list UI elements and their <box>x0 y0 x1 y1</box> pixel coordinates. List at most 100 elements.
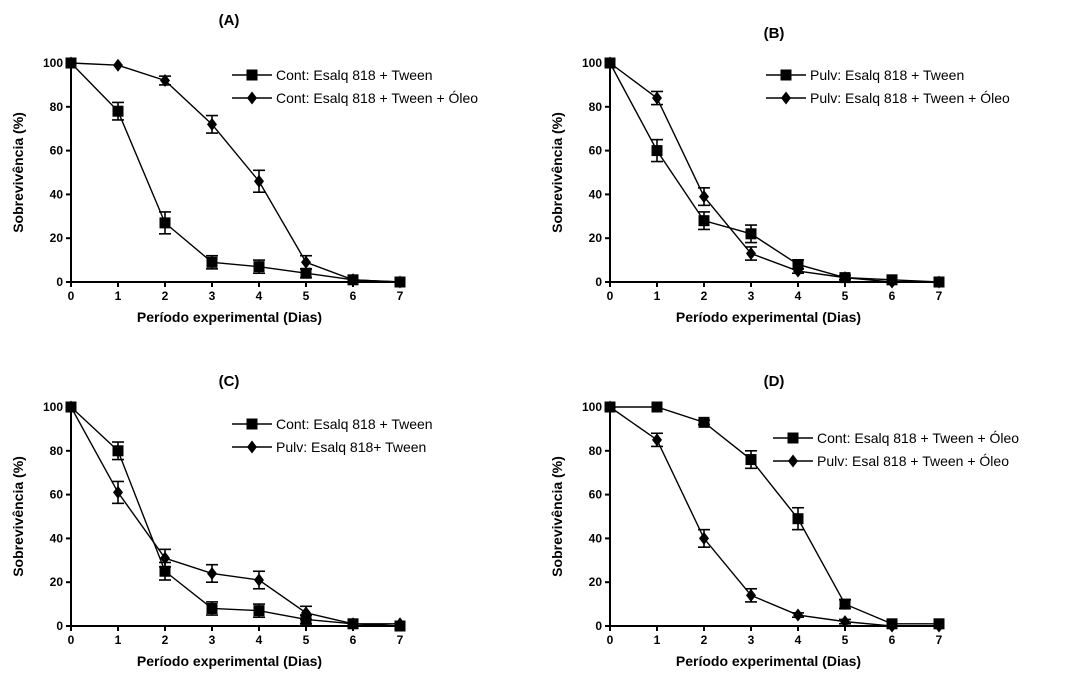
series-line <box>609 406 939 627</box>
chart-panel-c: (C) 0 1 2 3 4 5 6 7 0 20 40 60 80 100 Período experimen… <box>10 373 433 669</box>
x-tick-label: 2 <box>701 289 708 303</box>
data-point-diamond <box>160 551 170 565</box>
y-tick-label: 100 <box>43 56 63 70</box>
legend-label: Pulv: Esal 818 + Tween + Óleo <box>817 453 1009 469</box>
data-point-diamond <box>301 606 311 620</box>
panel-title: (C) <box>219 373 240 390</box>
x-axis-title: Período experimental (Dias) <box>676 653 861 669</box>
y-tick-label: 0 <box>595 275 602 289</box>
x-axis-title: Período experimental (Dias) <box>137 309 322 325</box>
y-tick-label: 100 <box>43 400 63 414</box>
data-point-diamond <box>887 619 897 633</box>
series-line <box>70 62 401 283</box>
x-tick-label: 4 <box>256 289 263 303</box>
x-tick-label: 0 <box>68 289 75 303</box>
data-point-square <box>651 145 663 157</box>
series-1: Cont: Esalq 818 + Tween <box>65 401 433 632</box>
y-tick-label: 60 <box>589 144 603 158</box>
legend-marker-diamond <box>788 454 798 468</box>
y-tick-label: 20 <box>50 231 64 245</box>
data-point-diamond <box>652 433 662 447</box>
y-axis-title: Sobrevivência (%) <box>10 456 26 577</box>
data-point-diamond <box>793 264 803 278</box>
data-point-diamond <box>652 91 662 105</box>
chart-panel-b: (B) 0 1 2 3 4 5 6 7 0 20 40 60 80 100 Período experimen… <box>549 25 1010 325</box>
y-axis-title: Sobrevivência (%) <box>549 456 565 577</box>
x-tick-label: 3 <box>748 633 755 647</box>
y-tick-label: 20 <box>50 575 64 589</box>
x-tick-label: 7 <box>936 633 943 647</box>
data-point-diamond <box>113 58 123 72</box>
x-tick-label: 7 <box>936 289 943 303</box>
x-tick-label: 2 <box>162 633 169 647</box>
x-tick-label: 5 <box>842 633 849 647</box>
x-tick-label: 7 <box>397 289 404 303</box>
series-line <box>609 62 940 283</box>
data-point-square <box>698 215 710 227</box>
data-point-diamond <box>605 56 615 70</box>
legend-label: Pulv: Esalq 818+ Tween <box>276 439 426 455</box>
data-point-diamond <box>66 400 76 414</box>
x-tick-label: 5 <box>303 289 310 303</box>
data-point-square <box>253 605 265 617</box>
data-point-diamond <box>605 400 615 414</box>
chart-panel-d: (D) 0 1 2 3 4 5 6 7 0 20 40 60 80 100 Período experimen… <box>549 373 1019 669</box>
data-point-diamond <box>934 619 944 633</box>
x-tick-label: 1 <box>654 289 661 303</box>
series-line <box>609 62 939 283</box>
x-tick-label: 5 <box>303 633 310 647</box>
legend-label: Cont: Esalq 818 + Tween + Óleo <box>817 430 1019 446</box>
x-tick-label: 6 <box>350 633 357 647</box>
y-tick-label: 20 <box>589 575 603 589</box>
y-tick-label: 0 <box>56 275 63 289</box>
x-tick-label: 6 <box>889 289 896 303</box>
x-tick-label: 4 <box>256 633 263 647</box>
series-2: Pulv: Esal 818 + Tween + Óleo <box>605 400 1009 633</box>
data-point-diamond <box>301 255 311 269</box>
panel-title: (B) <box>764 25 785 42</box>
y-tick-label: 100 <box>582 400 602 414</box>
y-tick-label: 40 <box>589 531 603 545</box>
y-tick-label: 0 <box>56 619 63 633</box>
x-tick-label: 6 <box>350 289 357 303</box>
legend-marker-square <box>246 418 258 430</box>
y-tick-label: 20 <box>589 231 603 245</box>
x-tick-label: 1 <box>115 289 122 303</box>
data-point-square <box>792 513 804 525</box>
series-1: Cont: Esalq 818 + Tween <box>65 57 433 288</box>
data-point-square <box>159 217 171 229</box>
legend-label: Cont: Esalq 818 + Tween <box>276 67 433 83</box>
data-point-diamond <box>699 531 709 545</box>
data-point-square <box>839 598 851 610</box>
y-axis-title: Sobrevivência (%) <box>10 112 26 233</box>
data-point-square <box>745 454 757 466</box>
legend-marker-diamond <box>247 440 257 454</box>
series-2: Cont: Esalq 818 + Tween + Óleo <box>66 56 478 289</box>
y-tick-label: 80 <box>589 100 603 114</box>
x-axis-title: Período experimental (Dias) <box>676 309 861 325</box>
data-point-diamond <box>348 273 358 287</box>
x-tick-label: 0 <box>607 289 614 303</box>
data-point-diamond <box>840 271 850 285</box>
data-point-diamond <box>66 56 76 70</box>
data-point-diamond <box>395 275 405 289</box>
x-tick-label: 6 <box>889 633 896 647</box>
data-point-diamond <box>113 485 123 499</box>
data-point-diamond <box>840 615 850 629</box>
data-point-diamond <box>793 608 803 622</box>
series-line <box>70 406 401 627</box>
data-point-square <box>206 256 218 268</box>
x-tick-label: 4 <box>795 633 802 647</box>
chart-panel-a: (A) 0 1 2 3 4 5 6 7 0 20 40 60 80 100 Período experimen… <box>10 12 478 325</box>
data-point-diamond <box>207 566 217 580</box>
x-tick-label: 2 <box>701 633 708 647</box>
y-tick-label: 100 <box>582 56 602 70</box>
y-tick-label: 80 <box>50 100 64 114</box>
y-tick-label: 60 <box>589 488 603 502</box>
legend-label: Pulv: Esalq 818 + Tween + Óleo <box>810 90 1010 106</box>
data-point-square <box>159 565 171 577</box>
x-tick-label: 1 <box>115 633 122 647</box>
data-point-diamond <box>254 573 264 587</box>
